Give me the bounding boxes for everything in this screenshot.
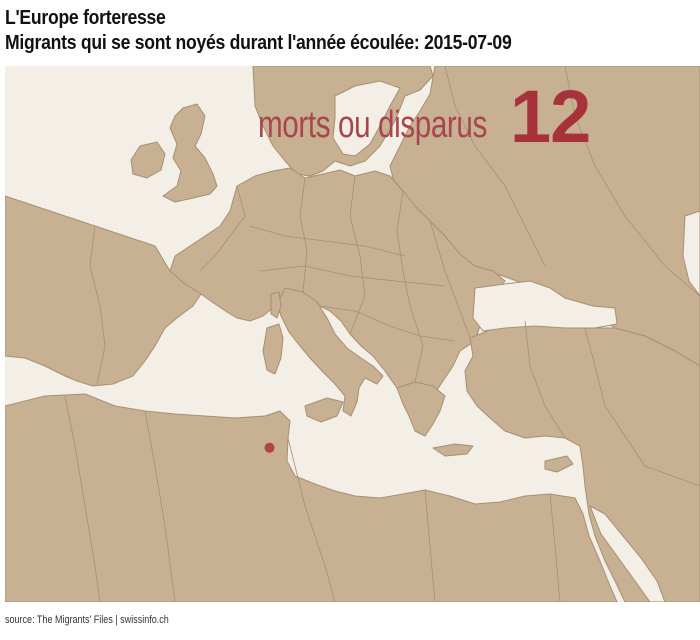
baltic-sea — [332, 80, 401, 157]
land-corsica — [270, 291, 282, 319]
land-anatolia — [464, 320, 700, 602]
title-block: L'Europe forteresse Migrants qui se sont… — [5, 6, 581, 56]
land-greece — [396, 381, 446, 437]
incident-marker[interactable] — [264, 442, 275, 453]
chart-title: L'Europe forteresse — [5, 7, 166, 29]
land-cyprus — [544, 455, 574, 473]
land-sardinia — [262, 323, 284, 375]
country-borders — [64, 66, 700, 602]
land-great-britain — [162, 103, 218, 203]
stat-label: morts ou disparus — [258, 104, 487, 146]
source-note: source: The Migrants' Files | swissinfo.… — [5, 614, 169, 626]
land-sicily — [304, 397, 344, 423]
map-svg — [5, 66, 700, 602]
red-sea — [589, 504, 666, 602]
land-crete — [432, 443, 474, 457]
land-north-africa — [5, 393, 618, 602]
land-ireland — [130, 141, 166, 179]
land-iberia — [5, 195, 202, 387]
stat-block: morts ou disparus 12 — [0, 74, 700, 158]
stat-value: 12 — [510, 75, 591, 158]
black-sea — [472, 280, 618, 332]
map[interactable] — [5, 66, 700, 602]
caspian-sea — [682, 210, 700, 297]
land-italy — [276, 287, 384, 417]
land — [5, 66, 700, 602]
chart-subtitle: Migrants qui se sont noyés durant l'anné… — [5, 32, 512, 54]
